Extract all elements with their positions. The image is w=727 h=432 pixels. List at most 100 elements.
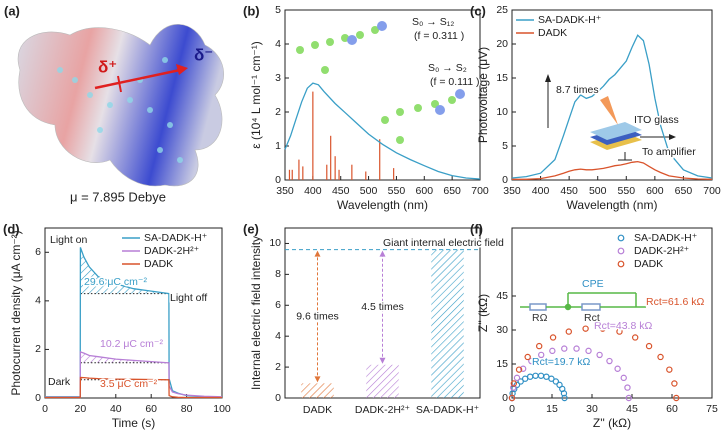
scatter-point xyxy=(548,375,555,382)
scatter-point xyxy=(632,334,639,341)
line-series xyxy=(512,160,713,180)
x-tick-label: 60 xyxy=(145,403,157,415)
y-tick-label: 3 xyxy=(275,72,281,84)
scatter-point xyxy=(645,342,653,350)
x-axis-label: Time (s) xyxy=(112,416,156,430)
dipole-text: μ = 7.895 Debye xyxy=(70,189,166,204)
y-tick-label: 10 xyxy=(496,106,508,118)
annotation: 10.2 μC cm⁻² xyxy=(100,338,163,350)
legend-label: SA-DADK-H⁺ xyxy=(538,14,601,26)
arrowhead xyxy=(379,357,386,364)
plot-frame xyxy=(511,227,713,399)
hatched-area xyxy=(80,247,169,294)
annotation: Giant internal electric field xyxy=(383,237,504,249)
delta-minus: δ⁻ xyxy=(194,45,213,64)
bar xyxy=(301,383,334,398)
y-tick-label: 8 xyxy=(275,268,281,280)
x-tick-label: 80 xyxy=(181,403,193,415)
y-tick-label: 2 xyxy=(275,361,281,373)
annotation: Rct=43.8 kΩ xyxy=(594,320,652,332)
legend-label: SA-DADK-H⁺ xyxy=(144,232,207,244)
legend-marker xyxy=(617,247,625,255)
x-tick-label: 450 xyxy=(332,185,350,197)
annotation: S₀ → S₁₂ xyxy=(412,16,454,28)
scatter-point xyxy=(565,328,573,335)
chart-panel: 350 400 450 500 550 600 650 700 0 1 2 3 4 5 (b) Wavelen… xyxy=(243,3,489,212)
dipole-arrowhead xyxy=(176,64,188,75)
annotation: ITO glass xyxy=(634,114,679,126)
y-tick-label: 25 xyxy=(496,4,508,16)
scatter-point xyxy=(561,394,568,402)
orbital-insets xyxy=(296,21,465,144)
annotation: Rct=61.6 kΩ xyxy=(646,296,704,308)
annotation: 29.6 μC cm⁻² xyxy=(84,276,147,288)
x-tick-label: 400 xyxy=(304,185,322,197)
x-tick-label: 600 xyxy=(646,185,664,197)
node xyxy=(564,303,572,311)
y-tick-label: 4 xyxy=(275,330,281,342)
bar xyxy=(431,249,464,398)
annotation: (f = 0.311 ) xyxy=(414,30,464,42)
panel-label: (c) xyxy=(470,3,486,18)
y-tick-label: 45 xyxy=(496,290,508,302)
scatter-point xyxy=(616,328,623,335)
scatter-point xyxy=(517,378,524,385)
panel-label: (e) xyxy=(243,221,259,236)
ratio-arrowhead xyxy=(545,74,551,82)
legend-label: SA-DADK-H⁺ xyxy=(634,232,697,244)
y-tick-label: 0 xyxy=(35,392,41,404)
scatter-point xyxy=(585,347,592,355)
y-tick-label: 1 xyxy=(275,140,281,152)
x-tick-label: DADK-2H²⁺ xyxy=(355,404,410,416)
circuit-inset xyxy=(520,292,646,311)
x-tick-label: 700 xyxy=(471,185,489,197)
y-tick-label: 5 xyxy=(275,4,281,16)
x-tick-label: 20 xyxy=(75,403,87,415)
scatter-point xyxy=(606,357,613,365)
legend-label: DADK xyxy=(538,27,567,39)
y-axis-label: Photovoltage (μV) xyxy=(476,47,490,143)
dipole-arrow xyxy=(94,68,181,90)
annotation: 8.7 times xyxy=(556,84,599,96)
y-tick-label: 4 xyxy=(35,295,41,307)
dipole-cross xyxy=(117,75,122,93)
scatter-point xyxy=(528,357,535,365)
legend-marker xyxy=(617,234,625,242)
y-tick-label: 2 xyxy=(275,106,281,118)
x-tick-label: SA-DADK-H⁺ xyxy=(416,404,479,416)
scatter-point xyxy=(515,366,523,373)
atoms xyxy=(57,57,183,163)
x-tick-label: DADK xyxy=(303,404,332,416)
resistor xyxy=(529,303,547,311)
panel-label: (b) xyxy=(243,3,260,18)
scatter-point xyxy=(537,372,545,379)
legend-marker xyxy=(617,260,625,268)
annotation: Rct xyxy=(584,312,600,324)
scatter-point xyxy=(624,384,631,391)
y-tick-label: 0 xyxy=(275,392,281,404)
x-tick-label: 15 xyxy=(546,403,558,415)
x-tick-label: 30 xyxy=(586,403,598,415)
x-tick-label: 700 xyxy=(703,185,721,197)
y-axis-label: ε (10⁴ L mol⁻¹ cm⁻¹) xyxy=(249,41,263,148)
scatter-point xyxy=(599,325,606,332)
arrowhead xyxy=(379,250,386,257)
scatter-point xyxy=(596,351,603,359)
plot-frame xyxy=(284,9,481,181)
x-tick-label: 550 xyxy=(618,185,636,197)
y-tick-label: 2 xyxy=(35,343,41,355)
scatter-point xyxy=(510,384,517,391)
x-tick-label: 650 xyxy=(443,185,461,197)
scatter-point xyxy=(532,372,539,379)
x-tick-label: 500 xyxy=(360,185,378,197)
scatter-point xyxy=(508,394,516,402)
scatter-point xyxy=(573,345,580,352)
y-axis-label: Photocurrent density (μA cm⁻²) xyxy=(9,230,23,395)
y-tick-label: 15 xyxy=(496,358,508,370)
x-tick-label: 450 xyxy=(560,185,578,197)
scatter-point xyxy=(582,325,589,332)
scatter-point xyxy=(671,380,678,387)
scatter-point xyxy=(513,374,521,382)
arrowhead xyxy=(314,376,321,383)
x-tick-label: 650 xyxy=(675,185,693,197)
